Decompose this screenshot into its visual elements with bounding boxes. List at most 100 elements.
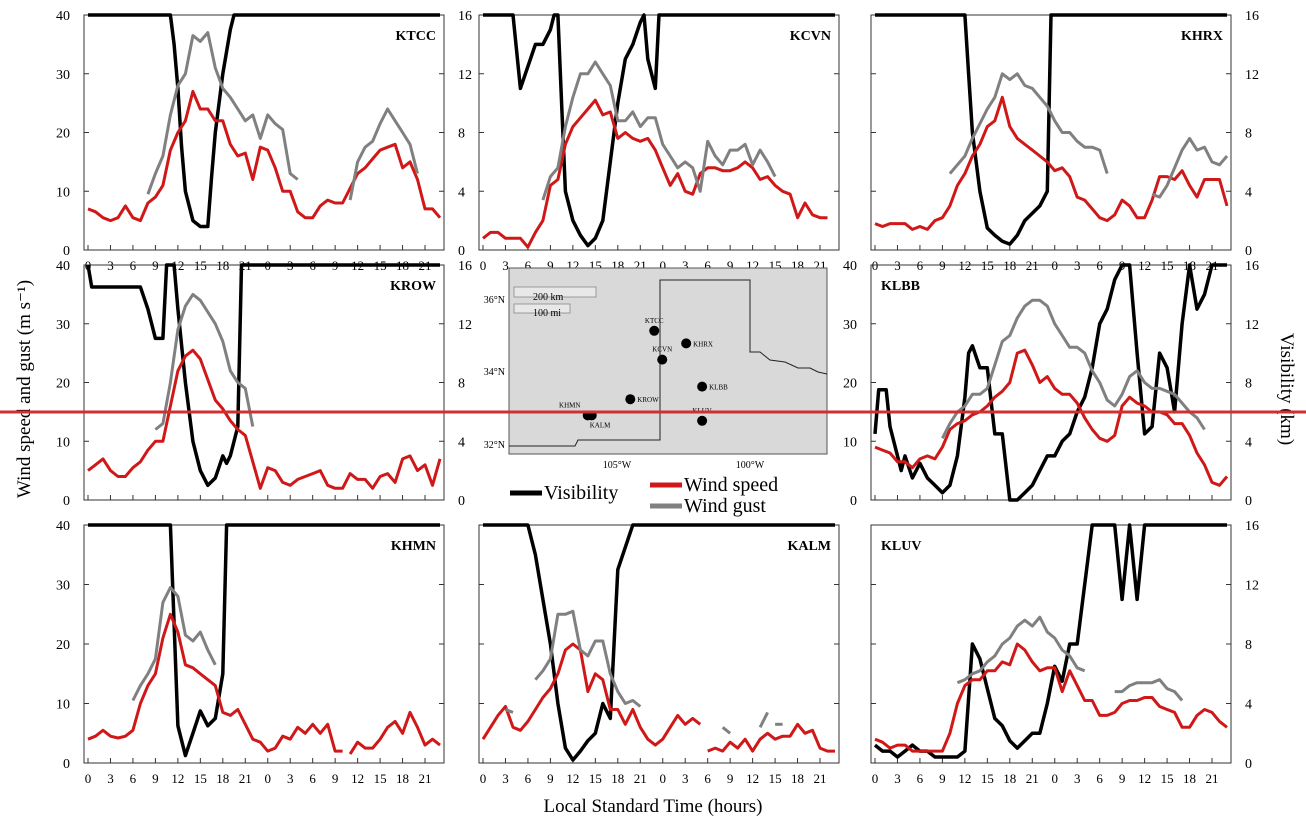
x-tick-label: 0 — [480, 771, 487, 786]
series-wind-speed — [874, 95, 1229, 231]
y-tick-label-right: 8 — [458, 127, 465, 142]
y-tick-label-left: 10 — [843, 435, 857, 450]
station-label: KALM — [787, 539, 831, 554]
series-wind-gust — [131, 586, 217, 702]
x-tick-label: 15 — [374, 771, 387, 786]
x-tick-label: 3 — [107, 771, 114, 786]
series-wind-speed — [348, 710, 441, 755]
x-tick-label: 18 — [1183, 771, 1196, 786]
y-tick-label-right: 16 — [458, 9, 472, 24]
x-tick-label: 15 — [589, 771, 602, 786]
y-tick-label-left: 40 — [56, 519, 70, 534]
x-tick-label: 0 — [1051, 771, 1058, 786]
lon-label-105: 105°W — [603, 460, 632, 471]
y-tick-label-right: 12 — [1245, 318, 1259, 333]
x-tick-label: 12 — [1138, 771, 1151, 786]
series-visibility — [86, 263, 440, 488]
x-tick-label: 18 — [791, 771, 804, 786]
legend-wind-gust: Wind gust — [684, 495, 766, 517]
y-tick-label-right: 8 — [458, 377, 465, 392]
y-tick-label-right: 8 — [1245, 638, 1252, 653]
station-label: KHMN — [391, 539, 436, 554]
y-tick-label-left: 0 — [63, 244, 70, 259]
x-tick-label: 12 — [351, 771, 364, 786]
x-tick-label: 21 — [814, 771, 827, 786]
x-tick-label: 21 — [634, 771, 647, 786]
station-marker — [649, 325, 660, 336]
y-tick-label-left: 20 — [843, 377, 857, 392]
panel-ktcc: KTCC001042083012401603691215182103691215… — [56, 9, 472, 273]
x-tick-label: 6 — [704, 258, 711, 273]
x-tick-label: 9 — [152, 771, 159, 786]
x-tick-label: 3 — [1074, 771, 1081, 786]
series-wind-speed — [481, 642, 702, 747]
x-tick-label: 9 — [1119, 771, 1126, 786]
x-tick-label: 21 — [1026, 771, 1039, 786]
x-tick-label: 6 — [525, 258, 532, 273]
x-tick-label: 6 — [525, 771, 532, 786]
x-tick-label: 15 — [194, 771, 207, 786]
y-tick-label-left: 40 — [843, 259, 857, 274]
lat-label-36: 36°N — [484, 295, 505, 306]
x-tick-label: 18 — [1003, 771, 1016, 786]
series-wind-gust — [948, 72, 1109, 175]
x-tick-label: 21 — [239, 771, 252, 786]
scale-km-label: 200 km — [533, 292, 564, 303]
y-tick-label-left: 0 — [63, 757, 70, 772]
legend: Visibility Wind speed Wind gust — [510, 474, 778, 517]
y-tick-label-left: 30 — [843, 318, 857, 333]
y-tick-label-left: 10 — [56, 185, 70, 200]
y-tick-label-right: 0 — [458, 244, 465, 259]
station-marker — [681, 338, 692, 349]
series-wind-gust — [504, 708, 514, 714]
x-tick-label: 6 — [309, 771, 316, 786]
series-wind-gust — [146, 31, 299, 195]
panel-krow: KROW 0 0 10 4 20 8 30 12 40 16 — [56, 259, 472, 509]
station-map-label: KHRX — [693, 340, 713, 348]
station-marker — [657, 354, 668, 365]
y-tick-label-left: 40 — [56, 259, 70, 274]
scale-bar-km — [513, 286, 597, 298]
series-wind-gust — [721, 726, 732, 735]
station-label: KHRX — [1181, 29, 1223, 44]
station-map-label: KROW — [637, 396, 659, 404]
y-tick-label-right: 16 — [1245, 519, 1259, 534]
x-tick-label: 18 — [396, 771, 409, 786]
y-axis-label-left: Wind speed and gust (m s⁻¹) — [14, 280, 35, 498]
panel-frame — [870, 524, 1232, 764]
x-tick-label: 0 — [659, 771, 666, 786]
x-tick-label: 18 — [216, 771, 229, 786]
series-wind-speed — [707, 722, 835, 753]
series-wind-gust — [348, 107, 419, 201]
series-visibility — [88, 13, 440, 229]
y-tick-label-right: 8 — [1245, 377, 1252, 392]
station-map-label: KCVN — [652, 346, 672, 354]
series-wind-gust — [1151, 136, 1229, 199]
lat-label-32: 32°N — [484, 440, 505, 451]
x-tick-label: 3 — [502, 771, 509, 786]
y-tick-label-right: 4 — [458, 185, 465, 200]
y-tick-label-left: 40 — [56, 9, 70, 24]
series-wind-gust — [154, 292, 255, 431]
station-map-label: KHMN — [559, 401, 580, 409]
y-tick-label-right: 8 — [1245, 127, 1252, 142]
series-visibility — [88, 523, 440, 758]
y-tick-label-left: 10 — [56, 698, 70, 713]
y-tick-label-right: 12 — [458, 68, 472, 83]
x-tick-label: 9 — [547, 771, 554, 786]
station-label: KTCC — [396, 29, 436, 44]
series-wind-gust — [541, 60, 777, 201]
station-marker — [697, 381, 708, 392]
y-tick-label-right: 4 — [1245, 435, 1252, 450]
panel-khrx: KHRX0481216036912151821036912151821 — [870, 9, 1259, 273]
x-tick-label: 9 — [727, 771, 734, 786]
y-tick-label-left: 0 — [850, 494, 857, 509]
series-visibility — [873, 263, 1227, 502]
x-tick-label: 21 — [1206, 771, 1219, 786]
panel-klbb: KLBB 0 0 10 4 20 8 30 12 40 16 — [843, 259, 1259, 509]
y-tick-label-left: 30 — [56, 579, 70, 594]
y-tick-label-left: 30 — [56, 68, 70, 83]
